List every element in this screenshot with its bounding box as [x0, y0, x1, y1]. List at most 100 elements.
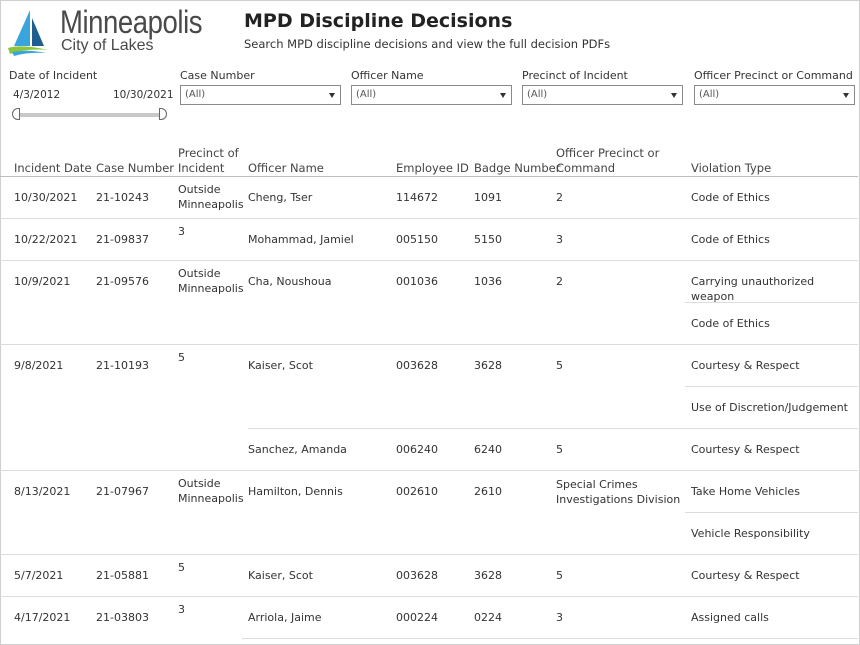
column-header-incident-date[interactable]: Incident Date	[14, 161, 92, 175]
page-title: MPD Discipline Decisions	[244, 10, 513, 32]
date-start-value: 4/3/2012	[13, 89, 61, 101]
logo-city-name: Minneapolis	[60, 4, 203, 40]
incident-date-cell: 10/22/2021	[14, 233, 78, 246]
badge-number-cell: 6240	[474, 443, 502, 456]
row-divider	[0, 344, 858, 345]
incident-date-cell: 10/9/2021	[14, 275, 71, 288]
row-divider	[248, 428, 858, 429]
precinct-cell: Minneapolis	[178, 492, 244, 505]
violation-type-cell: Code of Ethics	[691, 317, 770, 330]
date-range-slider[interactable]	[16, 113, 164, 117]
row-divider	[0, 176, 858, 177]
date-end-value: 10/30/2021	[113, 89, 174, 101]
officer-command-cell: 3	[556, 611, 563, 624]
row-divider	[242, 638, 858, 639]
officer-command-cell: 5	[556, 569, 563, 582]
violation-type-cell: Carrying unauthorized weapon	[691, 275, 815, 303]
incident-date-cell: 9/8/2021	[14, 359, 64, 372]
column-header-officer-precinct-line2[interactable]: Command	[556, 161, 616, 175]
row-divider	[685, 386, 858, 387]
violation-type-cell: Code of Ethics	[691, 191, 770, 204]
badge-number-cell: 1091	[474, 191, 502, 204]
case-number-cell: 21-10243	[96, 191, 149, 204]
officer-command-cell: Investigations Division	[556, 493, 681, 506]
precinct-cell: Outside	[178, 183, 221, 196]
officer-precinct-dropdown-value: (All)	[699, 89, 720, 100]
officer-name-dropdown[interactable]: (All)	[351, 85, 512, 105]
chevron-down-icon	[843, 93, 849, 98]
incident-date-cell: 8/13/2021	[14, 485, 71, 498]
city-logo: Minneapolis City of Lakes	[8, 4, 218, 60]
column-header-precinct-line1[interactable]: Precinct of	[178, 146, 239, 160]
employee-id-cell: 114672	[396, 191, 438, 204]
officer-command-cell: 5	[556, 443, 563, 456]
employee-id-cell: 001036	[396, 275, 438, 288]
case-number-cell: 21-05881	[96, 569, 149, 582]
precinct-cell: 3	[178, 225, 185, 238]
date-slider-end-handle[interactable]	[159, 108, 167, 120]
officer-name-cell: Mohammad, Jamiel	[248, 233, 354, 246]
precinct-cell: Outside	[178, 267, 221, 280]
badge-number-cell: 5150	[474, 233, 502, 246]
officer-name-cell: Arriola, Jaime	[248, 611, 322, 624]
officer-name-dropdown-value: (All)	[356, 89, 377, 100]
row-divider	[685, 512, 858, 513]
violation-type-cell: Courtesy & Respect	[691, 359, 800, 372]
page-subtitle: Search MPD discipline decisions and view…	[244, 37, 611, 51]
precinct-cell: Outside	[178, 477, 221, 490]
badge-number-cell: 0224	[474, 611, 502, 624]
column-header-violation-type[interactable]: Violation Type	[691, 161, 772, 175]
officer-name-cell: Cheng, Tser	[248, 191, 313, 204]
officer-precinct-filter-label: Officer Precinct or Command	[694, 69, 853, 82]
officer-command-cell: 5	[556, 359, 563, 372]
case-number-cell: 21-10193	[96, 359, 149, 372]
column-header-precinct-line2[interactable]: Incident	[178, 161, 225, 175]
officer-command-cell: 2	[556, 191, 563, 204]
employee-id-cell: 003628	[396, 569, 438, 582]
row-divider	[0, 554, 858, 555]
badge-number-cell: 3628	[474, 359, 502, 372]
case-number-cell: 21-07967	[96, 485, 149, 498]
row-divider	[685, 302, 858, 303]
officer-name-cell: Kaiser, Scot	[248, 359, 313, 372]
column-header-case-number[interactable]: Case Number	[96, 161, 174, 175]
incident-date-cell: 4/17/2021	[14, 611, 71, 624]
violation-type-cell: Use of Discretion/Judgement	[691, 401, 848, 414]
column-header-officer-precinct-line1[interactable]: Officer Precinct or	[556, 146, 660, 160]
precinct-cell: 5	[178, 561, 185, 574]
precinct-cell: 5	[178, 351, 185, 364]
logo-tagline: City of Lakes	[61, 37, 154, 54]
badge-number-cell: 2610	[474, 485, 502, 498]
sailboat-logo-icon	[8, 10, 48, 56]
violation-type-cell: Courtesy & Respect	[691, 569, 800, 582]
employee-id-cell: 002610	[396, 485, 438, 498]
precinct-cell: Minneapolis	[178, 198, 244, 211]
officer-command-cell: 3	[556, 233, 563, 246]
date-slider-start-handle[interactable]	[12, 108, 20, 120]
date-filter-label: Date of Incident	[9, 69, 98, 82]
officer-precinct-dropdown[interactable]: (All)	[694, 85, 855, 105]
case-number-dropdown[interactable]: (All)	[180, 85, 341, 105]
employee-id-cell: 006240	[396, 443, 438, 456]
column-header-badge-number[interactable]: Badge Number	[474, 161, 561, 175]
column-header-employee-id[interactable]: Employee ID	[396, 161, 469, 175]
precinct-filter-label: Precinct of Incident	[522, 69, 628, 82]
column-header-officer-name[interactable]: Officer Name	[248, 161, 324, 175]
violation-type-cell: Courtesy & Respect	[691, 443, 800, 456]
officer-name-filter-label: Officer Name	[351, 69, 424, 82]
violation-type-cell: Vehicle Responsibility	[691, 527, 810, 540]
precinct-cell: Minneapolis	[178, 282, 244, 295]
row-divider	[0, 596, 858, 597]
chevron-down-icon	[671, 93, 677, 98]
case-number-cell: 21-09837	[96, 233, 149, 246]
precinct-dropdown[interactable]: (All)	[522, 85, 683, 105]
employee-id-cell: 003628	[396, 359, 438, 372]
row-divider	[0, 218, 858, 219]
officer-name-cell: Cha, Noushoua	[248, 275, 332, 288]
employee-id-cell: 005150	[396, 233, 438, 246]
row-divider	[0, 470, 858, 471]
violation-type-cell: Code of Ethics	[691, 233, 770, 246]
officer-command-cell: 2	[556, 275, 563, 288]
precinct-cell: 3	[178, 603, 185, 616]
case-number-filter-label: Case Number	[180, 69, 255, 82]
